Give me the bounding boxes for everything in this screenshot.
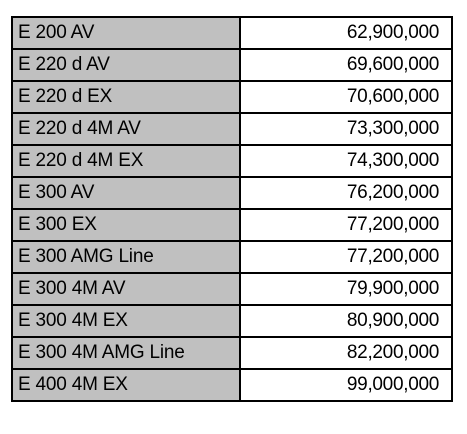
price-table: E 200 AV 62,900,000 E 220 d AV 69,600,00… [11,16,453,402]
model-name-cell: E 200 AV [11,16,241,50]
model-name-cell: E 400 4M EX [11,368,241,402]
price-cell: 99,000,000 [239,368,453,402]
table-row: E 220 d EX 70,600,000 [11,80,453,114]
table-row: E 300 4M AMG Line 82,200,000 [11,336,453,370]
price-table-body: E 200 AV 62,900,000 E 220 d AV 69,600,00… [11,16,453,402]
model-name-cell: E 220 d EX [11,80,241,114]
table-row: E 300 AMG Line 77,200,000 [11,240,453,274]
table-row: E 200 AV 62,900,000 [11,16,453,50]
model-name-cell: E 300 AMG Line [11,240,241,274]
price-cell: 77,200,000 [239,240,453,274]
price-cell: 82,200,000 [239,336,453,370]
model-name-cell: E 220 d AV [11,48,241,82]
table-row: E 300 4M AV 79,900,000 [11,272,453,306]
model-name-cell: E 300 4M EX [11,304,241,338]
table-row: E 300 4M EX 80,900,000 [11,304,453,338]
model-name-cell: E 300 EX [11,208,241,242]
price-cell: 80,900,000 [239,304,453,338]
price-cell: 79,900,000 [239,272,453,306]
model-name-cell: E 300 4M AV [11,272,241,306]
model-name-cell: E 300 AV [11,176,241,210]
model-name-cell: E 220 d 4M EX [11,144,241,178]
table-row: E 220 d 4M AV 73,300,000 [11,112,453,146]
price-cell: 62,900,000 [239,16,453,50]
price-cell: 76,200,000 [239,176,453,210]
table-row: E 400 4M EX 99,000,000 [11,368,453,402]
table-row: E 220 d 4M EX 74,300,000 [11,144,453,178]
table-row: E 300 EX 77,200,000 [11,208,453,242]
table-row: E 220 d AV 69,600,000 [11,48,453,82]
price-cell: 69,600,000 [239,48,453,82]
price-cell: 73,300,000 [239,112,453,146]
table-row: E 300 AV 76,200,000 [11,176,453,210]
model-name-cell: E 220 d 4M AV [11,112,241,146]
model-name-cell: E 300 4M AMG Line [11,336,241,370]
price-cell: 74,300,000 [239,144,453,178]
price-cell: 70,600,000 [239,80,453,114]
price-cell: 77,200,000 [239,208,453,242]
